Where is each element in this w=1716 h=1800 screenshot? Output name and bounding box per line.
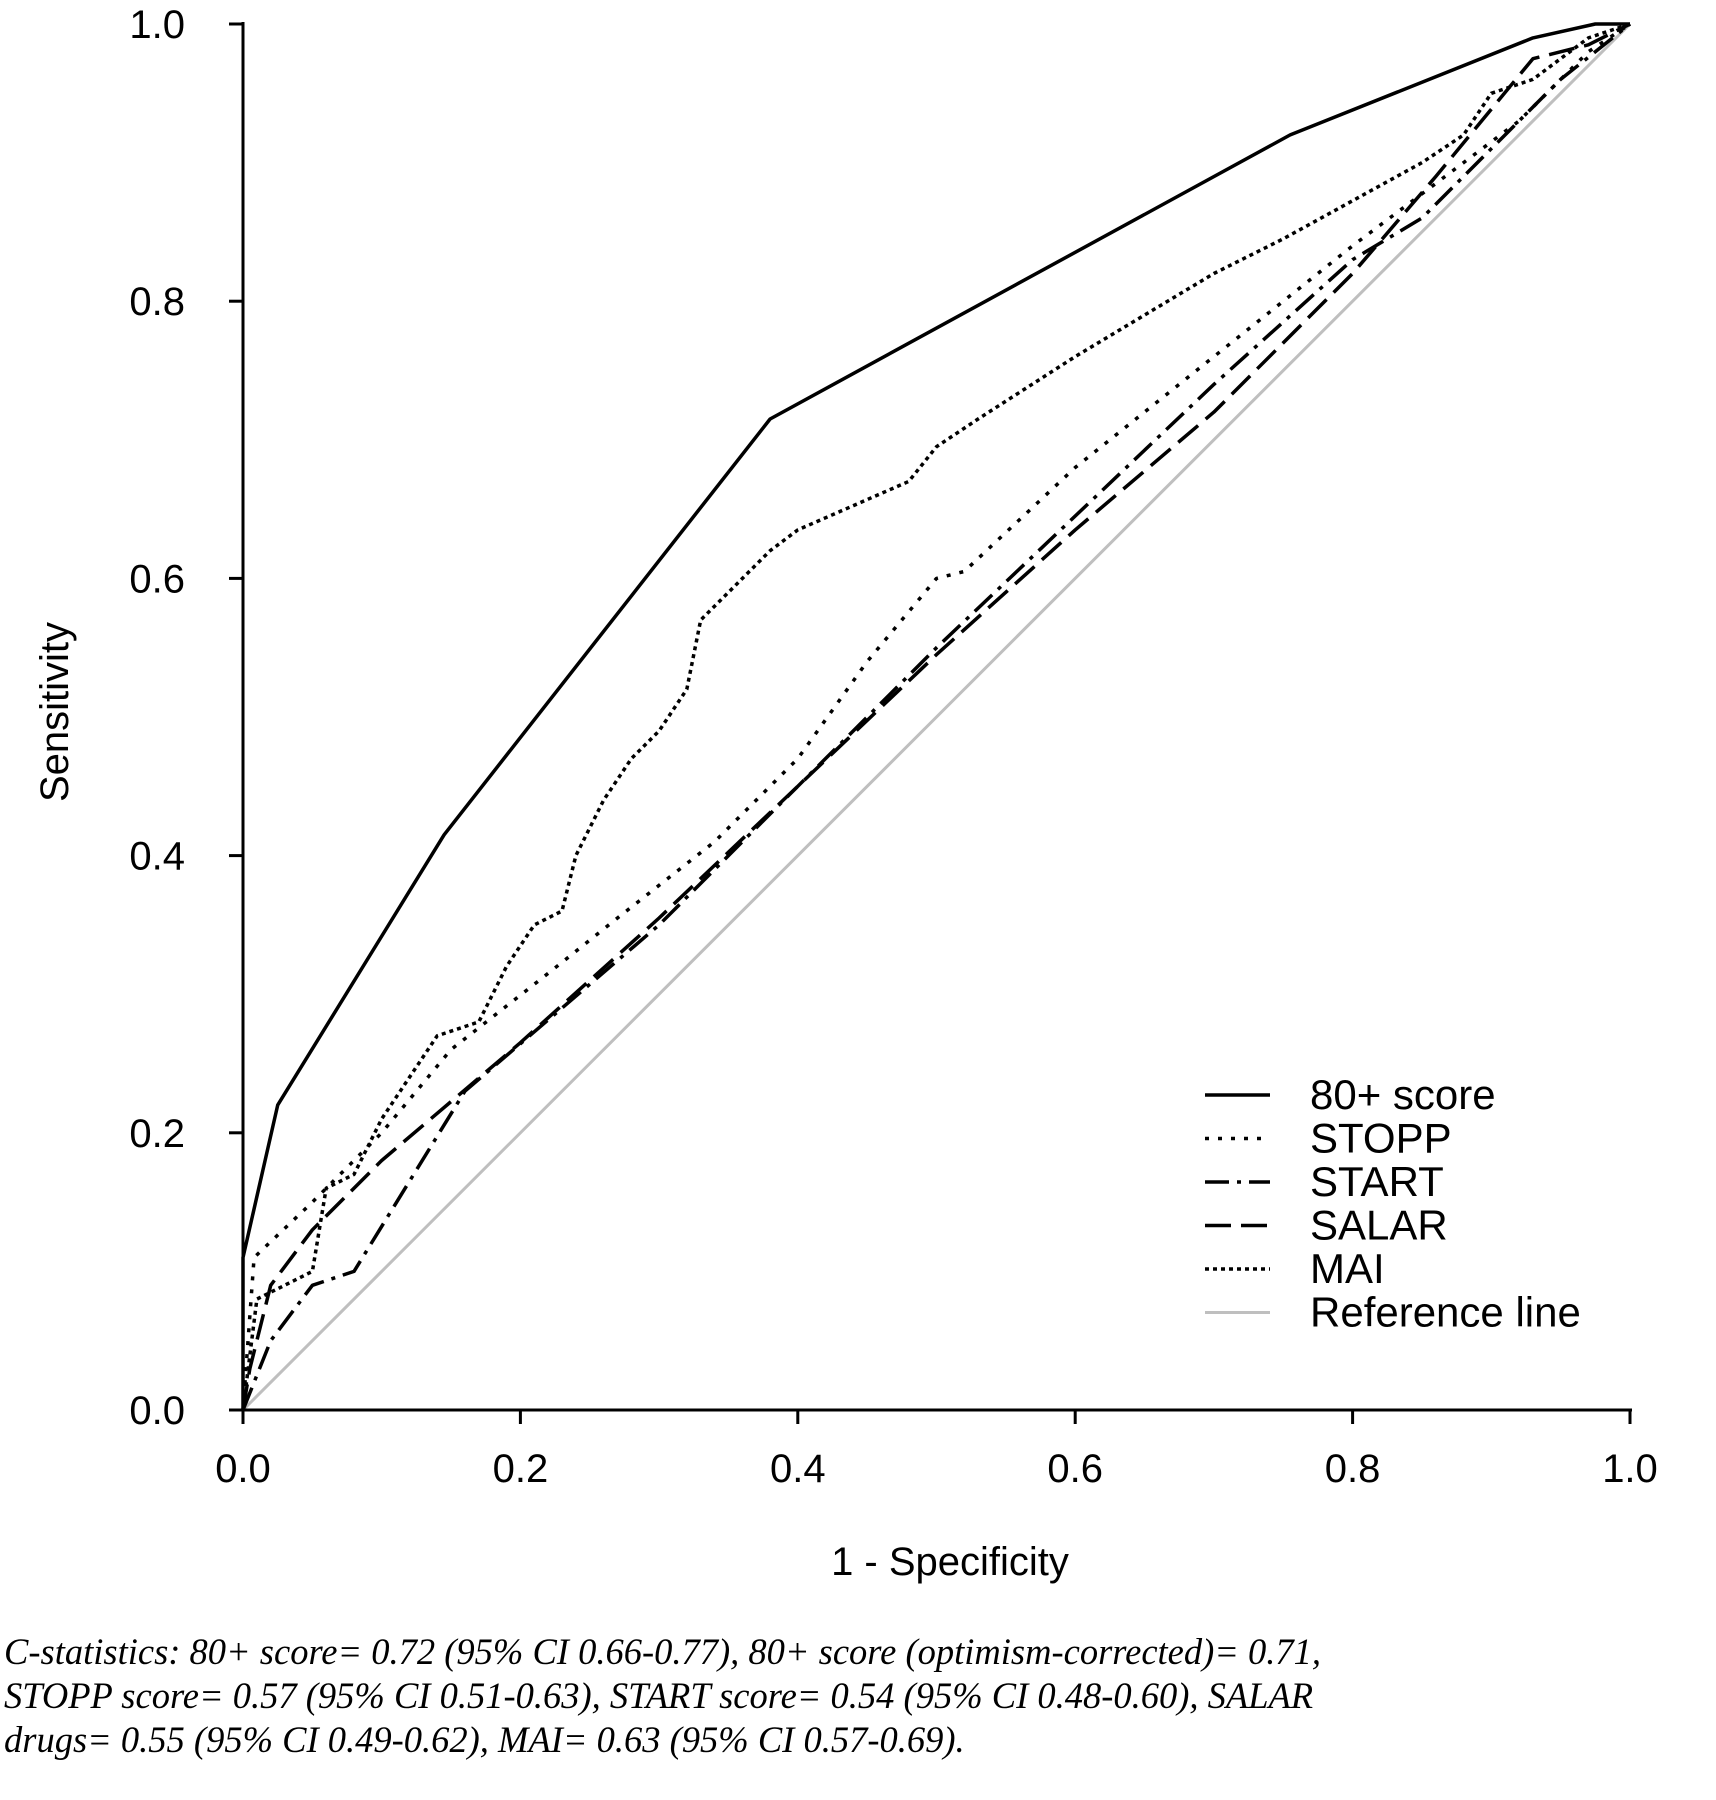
y-tick-label: 0.0 <box>129 1389 185 1433</box>
y-tick-label: 0.6 <box>129 557 185 601</box>
legend-item: MAI <box>1205 1245 1385 1292</box>
x-tick-label: 0.4 <box>770 1447 826 1491</box>
legend-item: STOPP <box>1205 1115 1452 1162</box>
legend-label: 80+ score <box>1310 1071 1496 1118</box>
x-tick-label: 1.0 <box>1602 1447 1658 1491</box>
legend-item: START <box>1205 1158 1444 1205</box>
legend-item: SALAR <box>1205 1202 1448 1249</box>
legend-label: START <box>1310 1158 1444 1205</box>
legend-label: MAI <box>1310 1245 1385 1292</box>
legend-item: 80+ score <box>1205 1071 1496 1118</box>
x-axis-title: 1 - Specificity <box>831 1540 1069 1584</box>
x-tick-label: 0.0 <box>215 1447 271 1491</box>
x-tick-label: 0.2 <box>493 1447 549 1491</box>
y-tick-label: 1.0 <box>129 3 185 47</box>
legend-item: Reference line <box>1205 1289 1581 1336</box>
y-tick-label: 0.8 <box>129 280 185 324</box>
legend-label: STOPP <box>1310 1115 1452 1162</box>
series-layer <box>241 22 1632 1412</box>
series-line-80-score <box>241 22 1630 1410</box>
y-tick-label: 0.2 <box>129 1112 185 1156</box>
legend-label: Reference line <box>1310 1289 1581 1336</box>
caption-line-2: STOPP score= 0.57 (95% CI 0.51-0.63), ST… <box>4 1675 1314 1716</box>
series-line-reference-line <box>241 22 1632 1412</box>
caption: C-statistics: 80+ score= 0.72 (95% CI 0.… <box>4 1630 1712 1762</box>
axes-layer: 0.0 0.2 0.4 0.6 0.8 1.0 0.0 0.2 0.4 0.6 0.8 1.0 <box>129 3 1657 1491</box>
legend-label: SALAR <box>1310 1202 1448 1249</box>
x-tick-label: 0.6 <box>1047 1447 1103 1491</box>
x-tick-label: 0.8 <box>1325 1447 1381 1491</box>
series-line-salar <box>241 22 1631 1411</box>
y-axis-title: Sensitivity <box>33 622 77 802</box>
series-line-stopp <box>241 22 1631 1411</box>
caption-line-3: drugs= 0.55 (95% CI 0.49-0.62), MAI= 0.6… <box>4 1719 965 1760</box>
series-line-mai <box>241 22 1631 1411</box>
caption-line-1: C-statistics: 80+ score= 0.72 (95% CI 0.… <box>4 1631 1322 1672</box>
y-tick-label: 0.4 <box>129 835 185 879</box>
series-line-start <box>241 22 1632 1411</box>
roc-chart: 0.0 0.2 0.4 0.6 0.8 1.0 0.0 0.2 0.4 0.6 0.8 1.0 1 -… <box>33 3 1658 1584</box>
